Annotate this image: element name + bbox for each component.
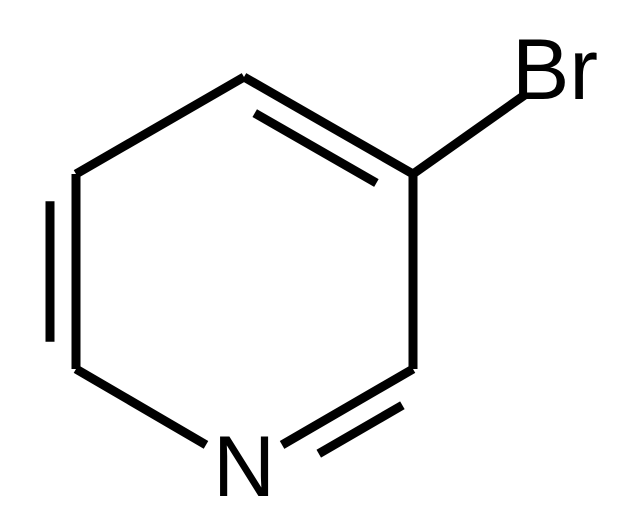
atom-label-br: Br: [512, 22, 598, 118]
atom-label-n: N: [213, 419, 275, 515]
bond: [76, 77, 244, 174]
bond: [413, 95, 524, 174]
bond: [255, 113, 377, 183]
molecule-diagram: N Br: [0, 0, 640, 523]
bond: [76, 369, 206, 445]
